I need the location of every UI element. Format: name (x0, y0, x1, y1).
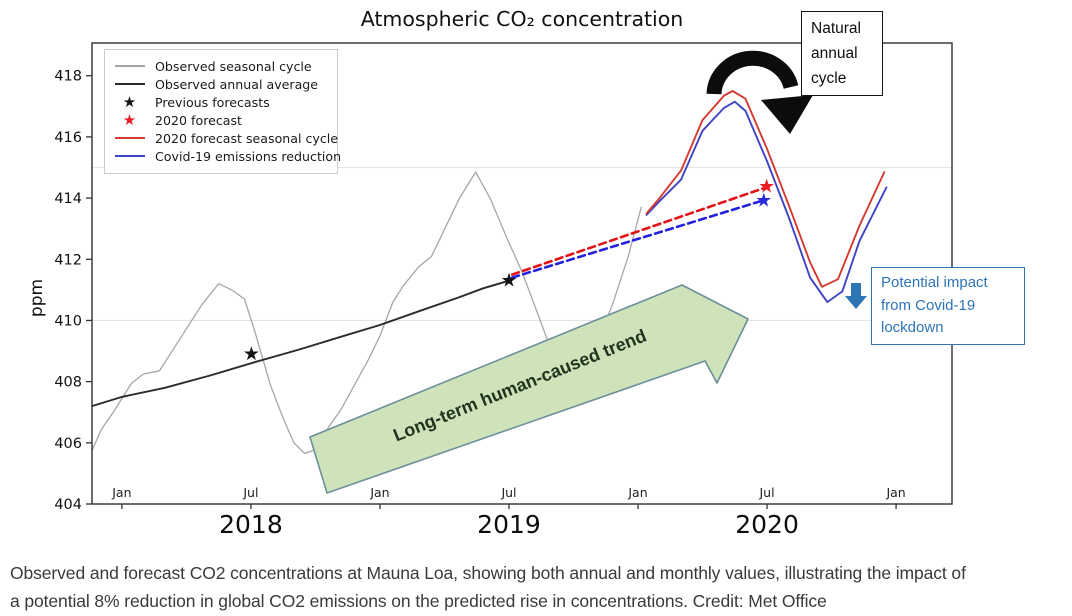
legend-item-observed-seasonal: Observed seasonal cycle (113, 57, 327, 75)
year-label-2019: 2019 (477, 510, 541, 539)
trend-arrow-group: Long-term human-caused trend (309, 284, 749, 494)
series-2020-annual-forecast (510, 186, 768, 276)
blue-line-swatch (113, 155, 146, 157)
x-tick-label-12: Jan (369, 485, 389, 500)
y-tick-label-416: 416 (54, 130, 82, 146)
figure-caption: Observed and forecast CO2 concentrations… (10, 563, 966, 611)
series-front-layer (91, 90, 888, 408)
annual-cycle-arrow-head (761, 95, 813, 134)
year-label-2018: 2018 (219, 510, 283, 539)
year-label-2020: 2020 (735, 510, 799, 539)
co2-chart-figure: Long-term human-caused trend ★ ★ ★ ★ 404 406… (27, 7, 1025, 539)
covid-impact-down-arrow (845, 283, 867, 309)
x-tick-label-30: Jul (759, 485, 775, 500)
natural-annual-cycle-box: Natural annual cycle (801, 11, 883, 97)
gridlines-layer (93, 166, 951, 322)
legend-label: Observed annual average (155, 76, 319, 92)
legend-label: 2020 forecast seasonal cycle (155, 130, 339, 146)
legend-item-2020-forecast: ★ 2020 forecast (113, 111, 327, 129)
red-line-swatch (113, 137, 146, 139)
legend-label: Observed seasonal cycle (155, 58, 312, 74)
x-tick-label-6: Jul (242, 485, 258, 500)
black-star-icon: ★ (122, 92, 137, 111)
star-marker-previous-forecast-2019: ★ (500, 270, 517, 292)
series-2020-forecast-seasonal (645, 90, 886, 288)
star-marker-forecast-2020: ★ (758, 175, 775, 197)
annual-cycle-arrow-arc (706, 50, 799, 95)
series-covid-seasonal (645, 100, 888, 304)
x-tick-label-0: Jan (111, 485, 131, 500)
chart-title: Atmospheric CO₂ concentration (360, 7, 684, 31)
y-tick-label-418: 418 (54, 69, 82, 85)
y-tick-label-410: 410 (54, 313, 82, 329)
y-tick-label-408: 408 (54, 375, 82, 391)
x-tick-label-24: Jan (627, 485, 647, 500)
legend-label: Covid-19 emissions reduction (155, 148, 342, 164)
annual-cycle-arrow (706, 50, 813, 134)
legend-label: 2020 forecast (155, 112, 242, 128)
legend-label: Previous forecasts (155, 94, 270, 110)
legend-item-forecast-seasonal: 2020 forecast seasonal cycle (113, 129, 338, 147)
gray-line-swatch (113, 65, 146, 67)
series-covid-annual-forecast (510, 199, 765, 279)
red-star-icon: ★ (122, 110, 137, 129)
y-tick-label-404: 404 (54, 497, 82, 513)
legend-item-covid-reduction: Covid-19 emissions reduction (113, 147, 341, 165)
star-marker-previous-forecast-2018: ★ (243, 343, 260, 365)
series-observed-annual (91, 279, 510, 408)
legend-item-previous-forecasts: ★ Previous forecasts (113, 93, 327, 111)
covid-impact-box: Potential impact from Covid-19 lockdown (871, 267, 1025, 345)
black-line-swatch (113, 83, 146, 85)
x-tick-label-36: Jan (885, 485, 905, 500)
y-axis-label: ppm (27, 278, 48, 318)
y-tick-label-412: 412 (54, 252, 82, 268)
x-tick-label-18: Jul (500, 485, 516, 500)
legend-item-observed-annual: Observed annual average (113, 75, 327, 93)
star-marker-covid-forecast-2020: ★ (755, 190, 772, 212)
y-tick-label-406: 406 (54, 436, 82, 452)
legend: Observed seasonal cycle Observed annual … (104, 49, 341, 174)
y-tick-label-414: 414 (54, 191, 82, 207)
axis-labels-layer: 404 406 408 410 412 414 416 418 Jan Jul Jan Jul Jan J… (54, 69, 905, 539)
trend-block-arrow (309, 284, 749, 494)
markers-layer: ★★★★ (243, 175, 775, 365)
